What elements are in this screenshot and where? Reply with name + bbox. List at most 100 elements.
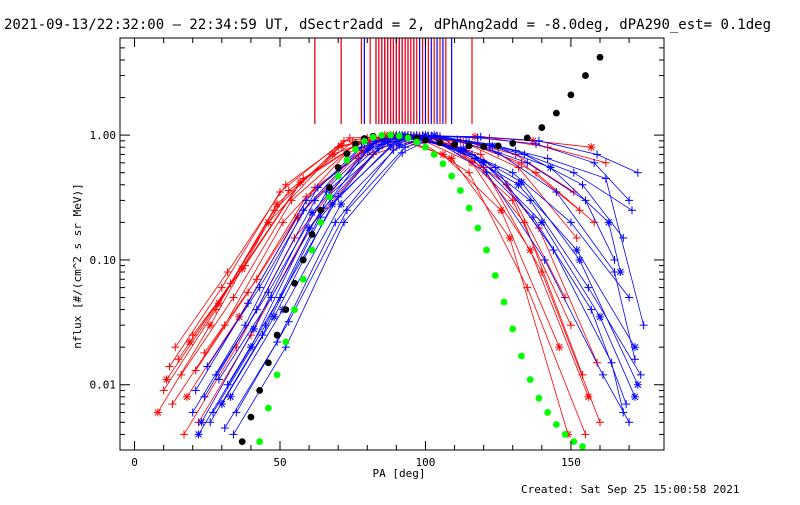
blue-series <box>191 131 636 395</box>
blue-plus-point <box>598 370 607 379</box>
red-plus-point <box>537 268 546 277</box>
green-fit-point <box>526 376 534 383</box>
green-fit-point <box>413 138 421 146</box>
red-plus-point <box>581 430 590 439</box>
blue-plus-point <box>636 370 645 379</box>
blue-plus-point <box>212 370 220 379</box>
blue-series <box>220 131 634 433</box>
green-fit-point <box>509 325 517 333</box>
green-fit-point <box>500 298 508 306</box>
green-series <box>256 131 586 450</box>
black-fit-point <box>480 143 488 150</box>
blue-plus-point <box>302 196 311 205</box>
blue-plus-point <box>401 143 410 152</box>
axes: 0 50 100 150 0.01 0.10 1.00 <box>90 37 665 469</box>
green-fit-point <box>535 394 543 402</box>
green-fit-point <box>352 145 360 153</box>
asterisk-stroke <box>183 393 191 401</box>
red-plus-point <box>596 418 604 427</box>
black-fit-point <box>422 136 429 144</box>
asterisk-stroke <box>529 137 537 145</box>
asterisk-stroke <box>238 265 246 273</box>
green-fit-point <box>369 133 377 141</box>
red-asterisk-point <box>153 408 162 417</box>
red-plus-point <box>220 321 229 330</box>
red-series <box>185 132 596 347</box>
blue-plus-point <box>625 293 634 302</box>
asterisk-stroke <box>596 313 604 321</box>
blue-asterisk-point <box>366 143 375 152</box>
green-fit-point <box>395 132 403 140</box>
red-plus-point <box>520 218 529 227</box>
red-plus-point <box>345 133 354 142</box>
asterisk-stroke <box>154 409 162 416</box>
red-plus-point <box>590 218 599 227</box>
blue-plus-point <box>569 168 578 177</box>
red-plus-point <box>476 150 485 159</box>
blue-plus-point <box>578 180 587 189</box>
blue-series <box>197 131 642 427</box>
blue-plus-point <box>383 138 392 147</box>
blue-plus-point <box>633 168 642 177</box>
red-plus-point <box>601 158 610 167</box>
asterisk-stroke <box>337 200 345 208</box>
asterisk-stroke <box>297 178 304 186</box>
red-plus-point <box>252 275 261 284</box>
blue-trace-line <box>227 135 644 385</box>
x-tick-label: 150 <box>561 456 581 469</box>
blue-plus-point <box>261 321 270 330</box>
green-fit-point <box>439 160 447 168</box>
asterisk-stroke <box>186 338 194 346</box>
asterisk-stroke <box>538 219 546 226</box>
asterisk-stroke <box>576 256 583 264</box>
green-fit-point <box>378 131 386 139</box>
blue-plus-point <box>310 196 319 205</box>
black-fit-point <box>256 387 264 394</box>
plot-frame <box>119 37 665 451</box>
asterisk-stroke <box>366 143 374 151</box>
red-asterisk-point <box>206 321 215 330</box>
red-plus-point <box>276 188 284 197</box>
red-plus-point <box>168 400 177 409</box>
asterisk-stroke <box>227 393 234 401</box>
blue-plus-point <box>232 408 241 417</box>
asterisk-stroke <box>308 209 316 216</box>
green-fit-point <box>544 409 552 416</box>
red-series <box>153 131 564 417</box>
asterisk-stroke <box>506 234 514 242</box>
blue-plus-point <box>200 392 209 401</box>
green-fit-point <box>317 218 325 226</box>
green-fit-point <box>474 224 482 232</box>
red-asterisk-point <box>555 343 564 352</box>
blue-plus-point <box>526 196 535 205</box>
asterisk-stroke <box>459 145 467 152</box>
green-fit-point <box>308 246 316 254</box>
blue-plus-point <box>529 213 538 222</box>
asterisk-stroke <box>206 321 214 329</box>
plot-content <box>153 38 648 450</box>
black-fit-point <box>523 134 531 142</box>
blue-series <box>188 131 634 417</box>
x-tick-label: 0 <box>131 456 138 469</box>
red-plus-point <box>543 143 552 152</box>
red-plus-point <box>246 331 255 340</box>
blue-series <box>229 131 628 439</box>
blue-plus-point <box>508 168 517 177</box>
red-plus-point <box>180 430 188 439</box>
blue-asterisk-point <box>572 246 581 255</box>
blue-asterisk-point <box>488 141 497 150</box>
blue-plus-point <box>252 305 261 314</box>
black-fit-point <box>291 279 298 287</box>
green-fit-point <box>360 138 368 145</box>
blue-plus-point <box>593 150 602 159</box>
blue-plus-point <box>639 321 648 330</box>
blue-plus-point <box>342 206 351 215</box>
blue-plus-point <box>229 430 238 439</box>
blue-plus-point <box>520 150 529 159</box>
blue-plus-point <box>340 218 348 227</box>
asterisk-stroke <box>518 178 525 186</box>
red-asterisk-point <box>584 392 593 401</box>
black-fit-point <box>494 142 502 150</box>
red-plus-point <box>174 355 183 364</box>
blue-plus-point <box>313 183 322 192</box>
